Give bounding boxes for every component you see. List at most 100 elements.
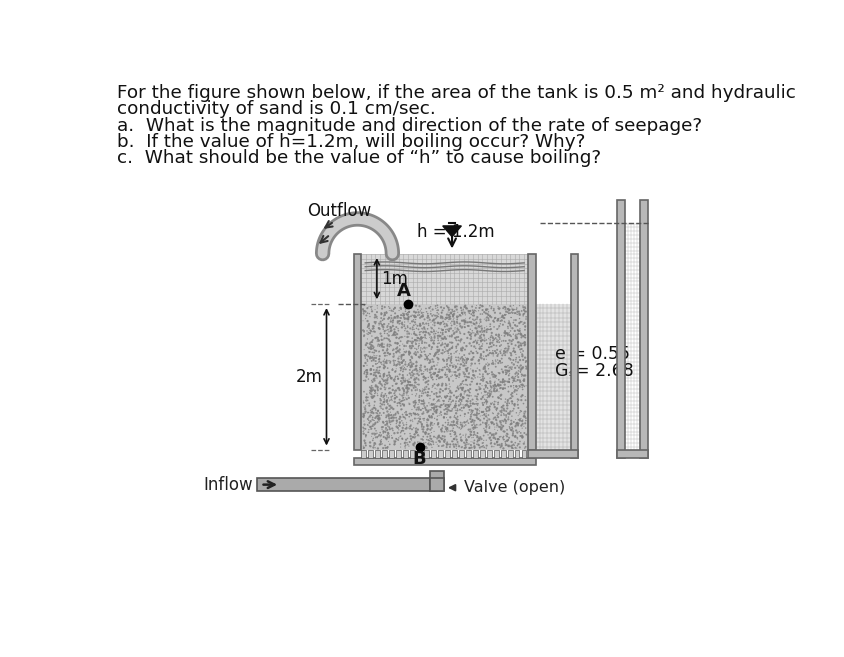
Point: [487, 370, 500, 380]
Point: [446, 417, 460, 428]
Point: [467, 310, 480, 321]
Point: [363, 328, 376, 338]
Point: [356, 409, 370, 419]
Point: [382, 404, 396, 415]
Point: [387, 303, 401, 313]
Point: [400, 383, 414, 394]
Point: [480, 388, 494, 398]
Point: [449, 441, 463, 451]
Point: [365, 393, 378, 403]
Point: [466, 405, 479, 416]
Point: [464, 376, 478, 387]
Point: [458, 420, 472, 430]
Point: [414, 422, 428, 432]
Point: [474, 341, 488, 351]
Point: [456, 393, 469, 403]
Point: [497, 344, 511, 354]
Point: [387, 302, 401, 313]
Point: [500, 395, 514, 405]
Point: [461, 363, 474, 373]
Point: [450, 405, 463, 416]
Point: [448, 401, 462, 411]
Point: [450, 332, 463, 342]
Point: [451, 359, 464, 369]
Point: [367, 317, 381, 327]
Point: [447, 306, 461, 317]
Point: [408, 397, 422, 408]
Point: [484, 328, 498, 338]
Point: [449, 400, 463, 411]
Bar: [424, 450, 428, 458]
Point: [499, 306, 512, 317]
Point: [419, 420, 433, 431]
Point: [496, 416, 510, 426]
Point: [503, 353, 517, 364]
Point: [435, 434, 448, 444]
Point: [430, 330, 444, 341]
Point: [392, 397, 406, 408]
Point: [476, 440, 490, 451]
Point: [464, 346, 478, 357]
Point: [425, 335, 438, 346]
Point: [445, 436, 458, 447]
Point: [479, 304, 492, 315]
Point: [457, 403, 470, 413]
Point: [441, 350, 455, 361]
Point: [381, 344, 394, 355]
Point: [449, 373, 463, 384]
Point: [494, 390, 507, 400]
Point: [453, 335, 467, 346]
Point: [357, 442, 371, 453]
Point: [441, 302, 454, 313]
Point: [482, 390, 495, 400]
Point: [430, 392, 443, 402]
Point: [497, 426, 511, 437]
Point: [440, 324, 453, 334]
Point: [468, 306, 482, 317]
Point: [505, 443, 518, 453]
Point: [472, 358, 485, 369]
Point: [473, 372, 486, 382]
Point: [445, 306, 458, 317]
Point: [471, 306, 484, 316]
Point: [454, 396, 468, 407]
Point: [424, 370, 437, 380]
Point: [426, 315, 440, 325]
Point: [417, 342, 430, 353]
Point: [409, 365, 423, 375]
Point: [469, 407, 483, 417]
Point: [405, 324, 419, 334]
Point: [479, 334, 493, 345]
Point: [408, 408, 421, 419]
Point: [518, 321, 532, 332]
Point: [495, 384, 509, 394]
Point: [501, 308, 515, 319]
Point: [365, 353, 378, 363]
Point: [494, 424, 507, 435]
Point: [510, 321, 523, 331]
Point: [443, 420, 457, 430]
Point: [505, 373, 518, 383]
Point: [445, 426, 458, 436]
Point: [392, 348, 406, 358]
Point: [473, 419, 487, 430]
Point: [405, 338, 419, 348]
Point: [446, 328, 460, 339]
Point: [482, 434, 495, 444]
Point: [517, 370, 531, 380]
Point: [413, 364, 426, 374]
Point: [416, 399, 430, 409]
Point: [396, 426, 409, 436]
Point: [374, 384, 387, 394]
FancyBboxPatch shape: [257, 478, 436, 491]
Point: [403, 357, 416, 368]
Point: [388, 327, 402, 338]
Point: [431, 327, 445, 338]
Point: [463, 361, 477, 371]
Point: [515, 390, 528, 401]
Point: [486, 335, 500, 346]
Point: [400, 310, 414, 321]
Point: [373, 376, 387, 387]
Point: [468, 420, 481, 431]
Point: [513, 328, 527, 338]
